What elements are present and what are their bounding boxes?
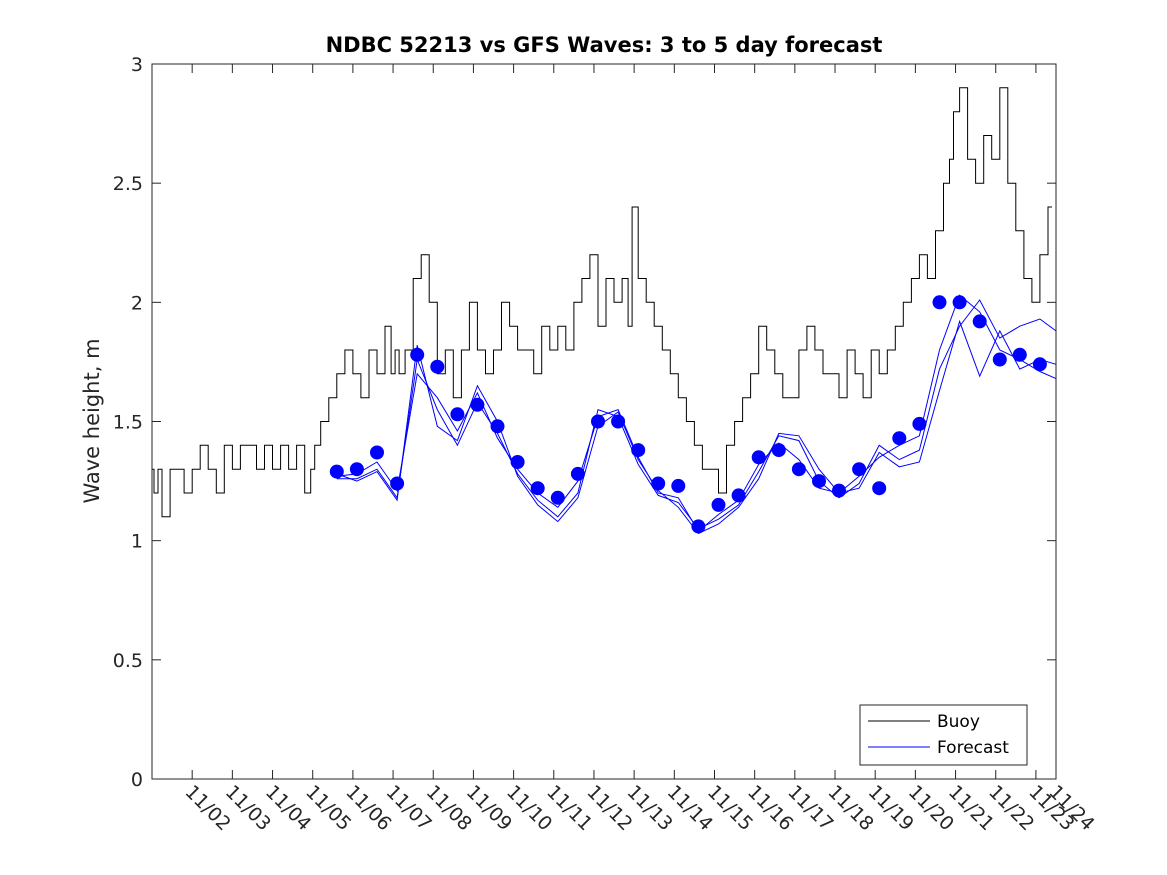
y-tick-label: 2.5 (113, 173, 143, 195)
forecast-point (711, 497, 726, 512)
forecast-point (530, 481, 545, 496)
forecast-point (731, 488, 746, 503)
forecast-point (349, 462, 364, 477)
forecast-point (1032, 357, 1047, 372)
forecast-point (651, 476, 666, 491)
forecast-point (329, 464, 344, 479)
y-tick-label: 0 (131, 769, 143, 791)
forecast-point (771, 443, 786, 458)
y-tick-label: 0.5 (113, 650, 143, 672)
y-axis-ticks: 0 0.5 1 1.5 2 2.5 3 (113, 54, 1056, 791)
buoy-series-layer (152, 87, 1052, 518)
buoy-line (152, 87, 1052, 518)
forecast-point (671, 478, 686, 493)
forecast-point (691, 519, 706, 534)
forecast-point (370, 445, 384, 460)
legend-buoy-label: Buoy (937, 712, 980, 732)
forecast-point (470, 397, 485, 412)
forecast-run-line (336, 319, 1057, 535)
forecast-point (550, 490, 565, 505)
forecast-point (791, 462, 806, 477)
forecast-point (490, 419, 505, 434)
forecast-point (410, 347, 425, 362)
legend-forecast-label: Forecast (937, 738, 1009, 758)
forecast-point (872, 481, 887, 496)
forecast-point (510, 455, 525, 469)
chart-title: NDBC 52213 vs GFS Waves: 3 to 5 day fore… (326, 33, 883, 57)
legend-box (859, 704, 1028, 766)
forecast-point (972, 314, 987, 329)
forecast-point (390, 476, 405, 491)
forecast-point (631, 443, 646, 458)
forecast-point (430, 359, 445, 374)
forecast-point (751, 450, 766, 465)
y-tick-label: 2 (131, 292, 143, 314)
forecast-point (570, 466, 585, 481)
y-axis-label: Wave height, m (80, 338, 104, 503)
forecast-point (812, 474, 826, 489)
legend: Buoy Forecast (859, 704, 1028, 766)
forecast-point (591, 414, 605, 429)
y-tick-label: 1.5 (113, 412, 143, 434)
forecast-point (892, 431, 907, 446)
forecast-series-layer (329, 295, 1047, 534)
forecast-point (912, 416, 927, 431)
forecast-point (611, 414, 626, 429)
forecast-point (852, 462, 867, 477)
y-tick-label: 1 (131, 531, 143, 553)
y-tick-label: 3 (131, 54, 143, 76)
forecast-point (932, 295, 947, 310)
forecast-point (450, 407, 465, 422)
forecast-point (832, 483, 846, 498)
forecast-point (952, 295, 967, 310)
forecast-point (1012, 347, 1027, 362)
forecast-point (992, 352, 1007, 367)
